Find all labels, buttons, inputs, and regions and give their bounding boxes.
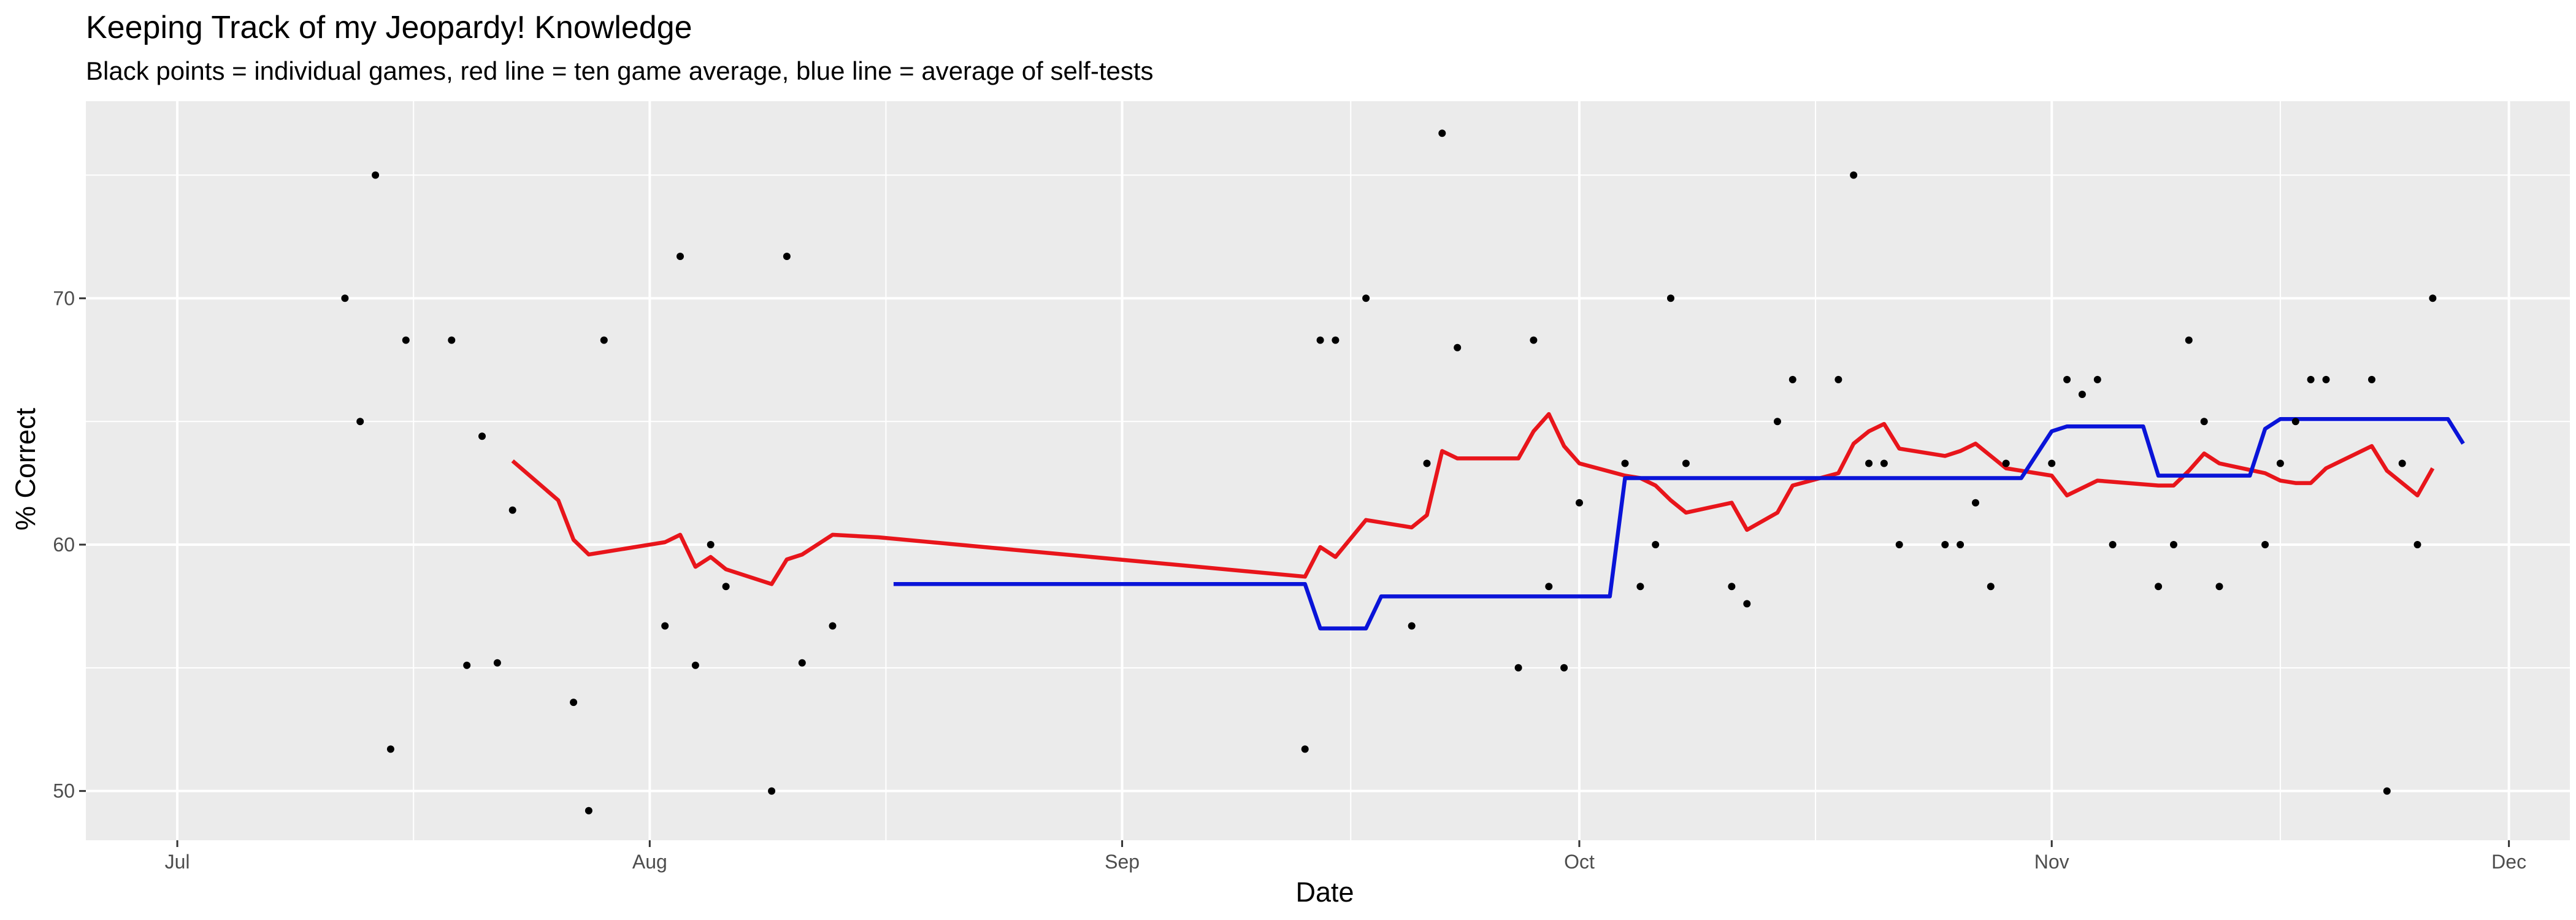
- game-point: [1438, 129, 1446, 137]
- game-point: [1834, 375, 1842, 383]
- game-point: [1408, 622, 1416, 630]
- game-point: [1987, 583, 1995, 591]
- game-point: [463, 661, 471, 669]
- game-point: [1682, 459, 1690, 467]
- game-point: [493, 659, 501, 667]
- game-point: [1332, 336, 1340, 344]
- game-point: [1621, 459, 1629, 467]
- game-point: [661, 622, 669, 630]
- game-point: [372, 171, 380, 179]
- game-point: [691, 661, 699, 669]
- game-point: [2261, 541, 2269, 548]
- x-tick-label: Aug: [632, 851, 667, 873]
- game-point: [722, 583, 730, 591]
- ten-game-average-line: [511, 412, 2435, 586]
- game-point: [2215, 583, 2223, 591]
- game-point: [2383, 787, 2391, 795]
- game-point: [2413, 541, 2421, 548]
- game-point: [2048, 459, 2056, 467]
- plot-panel: [86, 101, 2570, 840]
- game-point: [1545, 583, 1553, 591]
- game-point: [1850, 171, 1858, 179]
- game-point: [1316, 336, 1324, 344]
- game-point: [1774, 418, 1781, 426]
- series-lines: [511, 412, 2465, 631]
- game-point: [798, 659, 806, 667]
- x-tick-label: Oct: [1564, 851, 1595, 873]
- y-tick-label: 70: [53, 287, 75, 309]
- game-point: [677, 253, 684, 260]
- self-test-average-line: [893, 416, 2465, 631]
- game-point: [1788, 375, 1796, 383]
- game-points: [341, 129, 2437, 815]
- y-tick-label: 50: [53, 780, 75, 802]
- game-point: [1743, 600, 1751, 608]
- game-point: [2063, 375, 2071, 383]
- game-point: [2429, 294, 2437, 302]
- game-point: [829, 622, 837, 630]
- game-point: [1957, 541, 1965, 548]
- game-point: [1667, 294, 1674, 302]
- game-point: [1941, 541, 1949, 548]
- game-point: [1301, 745, 1309, 753]
- game-point: [768, 787, 776, 795]
- game-point: [508, 506, 516, 514]
- game-point: [2155, 583, 2163, 591]
- game-point: [1652, 541, 1660, 548]
- game-point: [1514, 664, 1522, 672]
- game-point: [707, 541, 715, 548]
- game-point: [2185, 336, 2193, 344]
- game-point: [402, 336, 410, 344]
- game-point: [2093, 375, 2101, 383]
- game-point: [585, 807, 592, 815]
- game-point: [2276, 459, 2284, 467]
- game-point: [2307, 375, 2315, 383]
- game-point: [2322, 375, 2330, 383]
- game-point: [1880, 459, 1888, 467]
- game-point: [356, 418, 364, 426]
- chart-subtitle: Black points = individual games, red lin…: [86, 56, 1154, 85]
- game-point: [1972, 499, 1979, 507]
- game-point: [1728, 583, 1736, 591]
- game-point: [478, 432, 486, 440]
- game-point: [1423, 459, 1431, 467]
- game-point: [600, 336, 608, 344]
- game-point: [1576, 499, 1583, 507]
- game-point: [2170, 541, 2177, 548]
- x-tick-label: Jul: [165, 851, 190, 873]
- grid-minor: [86, 101, 2570, 840]
- game-point: [448, 336, 456, 344]
- game-point: [386, 745, 394, 753]
- y-axis: 50 60 70: [53, 287, 86, 802]
- game-point: [1636, 583, 1644, 591]
- x-tick-label: Sep: [1105, 851, 1140, 873]
- game-point: [2002, 459, 2010, 467]
- x-tick-label: Dec: [2491, 851, 2526, 873]
- x-tick-label: Nov: [2034, 851, 2069, 873]
- game-point: [2368, 375, 2375, 383]
- x-axis: Jul Aug Sep Oct Nov Dec: [165, 840, 2526, 873]
- game-point: [2200, 418, 2208, 426]
- game-point: [2109, 541, 2117, 548]
- chart-title: Keeping Track of my Jeopardy! Knowledge: [86, 10, 692, 45]
- game-point: [2398, 459, 2406, 467]
- game-point: [783, 253, 791, 260]
- game-point: [2291, 418, 2299, 426]
- game-point: [1362, 294, 1370, 302]
- y-tick-label: 60: [53, 534, 75, 556]
- game-point: [1895, 541, 1903, 548]
- game-point: [1454, 343, 1462, 351]
- game-point: [570, 699, 578, 707]
- game-point: [2078, 391, 2086, 398]
- y-axis-title: % Correct: [10, 407, 41, 531]
- game-point: [1865, 459, 1873, 467]
- x-axis-title: Date: [1295, 876, 1354, 908]
- game-point: [341, 294, 349, 302]
- grid-major: [86, 101, 2570, 840]
- game-point: [1560, 664, 1568, 672]
- game-point: [1530, 336, 1538, 344]
